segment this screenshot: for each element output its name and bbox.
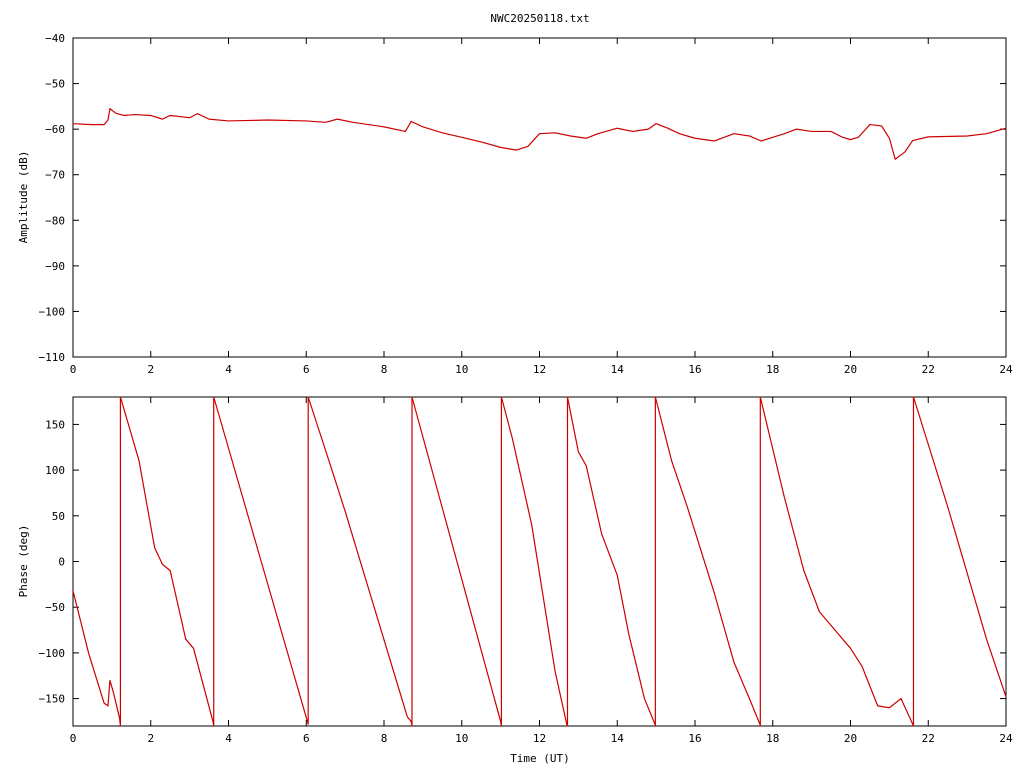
phase-x-tick-label: 18 xyxy=(766,732,779,745)
phase-y-tick-label: 50 xyxy=(52,510,65,523)
phase-x-tick-label: 8 xyxy=(381,732,388,745)
phase-series-line xyxy=(72,396,1007,727)
amplitude-plot-frame xyxy=(72,37,1007,358)
amplitude-x-tick-label: 6 xyxy=(303,363,310,376)
phase-x-tick-label: 10 xyxy=(455,732,468,745)
phase-ticks xyxy=(72,397,1007,726)
amplitude-x-tick-label: 2 xyxy=(147,363,154,376)
amplitude-y-axis-label: Amplitude (dB) xyxy=(17,151,30,244)
amplitude-y-tick-label: −100 xyxy=(39,305,66,318)
phase-x-tick-label: 6 xyxy=(303,732,310,745)
phase-y-tick-label: −50 xyxy=(45,601,65,614)
amplitude-x-tick-label: 22 xyxy=(922,363,935,376)
amplitude-tick-labels: 0 2 4 6 8 10 12 14 16 18 20 22 24−110−100−90−80−70−6… xyxy=(39,32,1013,376)
amplitude-x-tick-label: 0 xyxy=(70,363,77,376)
amplitude-y-tick-label: −110 xyxy=(39,351,66,364)
amplitude-ticks xyxy=(72,37,1007,358)
amplitude-x-tick-label: 4 xyxy=(225,363,232,376)
amplitude-x-tick-label: 18 xyxy=(766,363,779,376)
chart-title: NWC20250118.txt xyxy=(490,12,589,25)
amplitude-x-tick-label: 20 xyxy=(844,363,857,376)
phase-x-tick-label: 22 xyxy=(922,732,935,745)
amplitude-y-tick-label: −70 xyxy=(45,169,65,182)
phase-x-tick-label: 24 xyxy=(999,732,1013,745)
amplitude-y-tick-label: −80 xyxy=(45,214,65,227)
amplitude-y-tick-label: −40 xyxy=(45,32,65,45)
amplitude-x-tick-label: 12 xyxy=(533,363,546,376)
amplitude-y-tick-label: −90 xyxy=(45,260,65,273)
amplitude-y-tick-label: −50 xyxy=(45,78,65,91)
phase-tick-labels: 0 2 4 6 8 10 12 14 16 18 20 22 24−150−100−5005010015… xyxy=(39,418,1013,745)
amplitude-x-tick-label: 8 xyxy=(381,363,388,376)
amplitude-series-line xyxy=(72,108,1007,160)
phase-x-tick-label: 4 xyxy=(225,732,232,745)
x-axis-label: Time (UT) xyxy=(510,752,570,765)
phase-x-tick-label: 12 xyxy=(533,732,546,745)
phase-x-tick-label: 20 xyxy=(844,732,857,745)
amplitude-y-tick-label: −60 xyxy=(45,123,65,136)
phase-panel: 0 2 4 6 8 10 12 14 16 18 20 22 24−150−100−5005010015… xyxy=(17,396,1013,765)
phase-x-tick-label: 16 xyxy=(688,732,701,745)
amplitude-panel: 0 2 4 6 8 10 12 14 16 18 20 22 24−110−100−90−80−70−6… xyxy=(17,32,1013,376)
phase-y-tick-label: 0 xyxy=(58,556,65,569)
amplitude-x-tick-label: 24 xyxy=(999,363,1013,376)
phase-y-tick-label: 100 xyxy=(45,464,65,477)
amplitude-x-tick-label: 16 xyxy=(688,363,701,376)
amplitude-x-tick-label: 14 xyxy=(611,363,625,376)
phase-y-tick-label: 150 xyxy=(45,418,65,431)
phase-y-axis-label: Phase (deg) xyxy=(17,525,30,598)
phase-x-tick-label: 14 xyxy=(611,732,625,745)
amplitude-x-tick-label: 10 xyxy=(455,363,468,376)
phase-y-tick-label: −150 xyxy=(39,693,66,706)
phase-y-tick-label: −100 xyxy=(39,647,66,660)
phase-x-tick-label: 2 xyxy=(147,732,154,745)
phase-x-tick-label: 0 xyxy=(70,732,77,745)
